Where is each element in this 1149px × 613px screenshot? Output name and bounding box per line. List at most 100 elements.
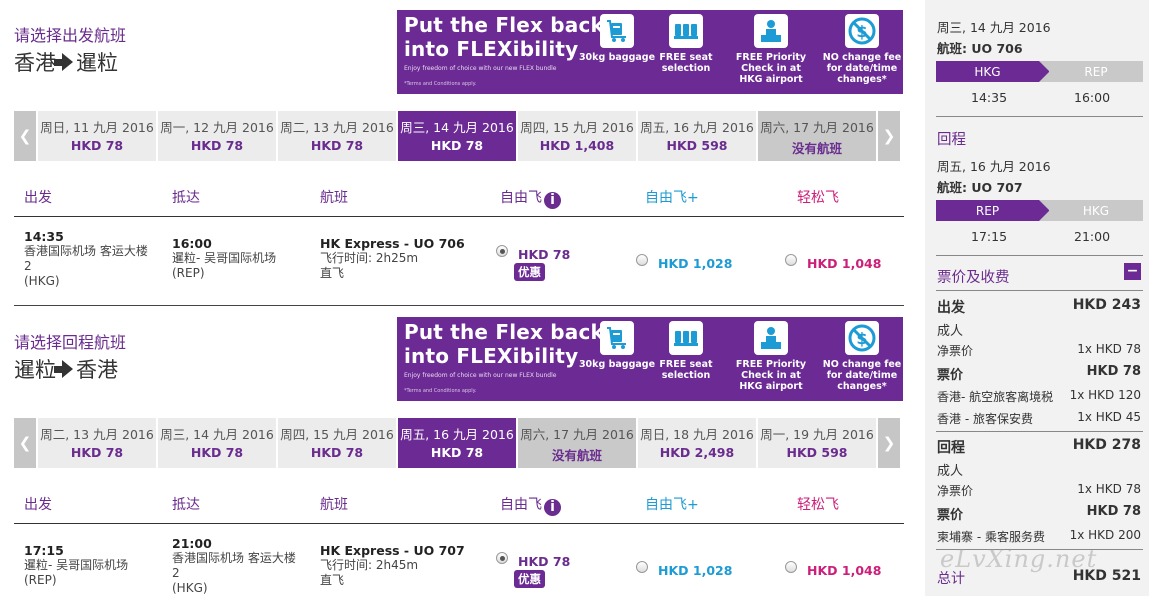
fare-easy-price: HKD 1,048 [807,256,882,271]
date-option[interactable]: 周二, 13 九月 2016 HKD 78 [38,418,156,468]
luggage-cart-icon [600,321,634,355]
date-option[interactable]: 周四, 15 九月 2016 HKD 1,408 [518,111,636,161]
date-option[interactable]: 周四, 15 九月 2016 HKD 78 [278,418,396,468]
date-option[interactable]: 周一, 19 九月 2016 HKD 598 [758,418,876,468]
date-option[interactable]: 周二, 13 九月 2016 HKD 78 [278,111,396,161]
banner-subtitle: Enjoy freedom of choice with our new FLE… [404,372,557,379]
fare-easy-radio[interactable] [785,254,797,266]
col-fare-free-plus: 自由飞+ [645,190,699,206]
divider [936,549,1143,550]
depart-cell: 14:35 香港国际机场 客运大楼 2 (HKG) [24,229,148,288]
date-option[interactable]: 周五, 16 九月 2016 HKD 598 [638,111,756,161]
banner-subtitle: Enjoy freedom of choice with our new FLE… [404,65,557,72]
col-flight: 航班 [320,497,348,513]
fare-free-plus-radio[interactable] [636,561,648,573]
arrow-right-icon [54,360,73,378]
fee-tax: 柬埔寨 - 乘客服务费 1x HKD 200 [937,528,1141,544]
route-from: 暹粒 [14,358,56,382]
date-option-unavailable: 周六, 17 九月 2016 没有航班 [758,111,876,161]
arrive-cell: 21:00 香港国际机场 客运大楼 2 (HKG) [172,536,296,595]
fee-fare: 票价 HKD 78 [937,504,1141,523]
info-icon[interactable]: i [544,499,561,516]
chevron-left-icon[interactable]: ❮ [14,418,36,468]
fee-out-total: 出发 HKD 243 [937,297,1141,316]
fare-free-radio[interactable] [496,552,508,564]
watermark: eLvXing.net [940,545,1098,573]
fee-ret-total: 回程 HKD 278 [937,437,1141,456]
ret-route-bar: REP HKG [936,200,1143,221]
ret-dep-time: 17:15 [971,229,1008,244]
route-arrow-icon [1039,200,1049,221]
feature-baggage: 30kg baggage [578,14,656,63]
flex-banner[interactable]: Put the Flex back into FLEXibility Enjoy… [397,317,903,401]
seats-icon [669,14,703,48]
fee-adult: 成人 [937,324,964,339]
route-from: 香港 [14,51,56,75]
checkin-counter-icon [754,14,788,48]
no-dollar-icon: $ [845,321,879,355]
chevron-right-icon[interactable]: ❯ [878,418,900,468]
ret-date: 周五, 16 九月 2016 [937,159,1051,174]
fare-easy-radio[interactable] [785,561,797,573]
col-arrive: 抵达 [172,497,200,513]
collapse-icon[interactable]: − [1124,263,1141,280]
out-flight: 航班: UO 706 [937,41,1023,56]
out-dep-time: 14:35 [971,90,1008,105]
fare-free-radio[interactable] [496,245,508,257]
info-icon[interactable]: i [544,192,561,209]
out-date: 周三, 14 九月 2016 [937,20,1051,35]
outbound-route: 香港 暹粒 [14,47,118,77]
fare-free-plus-price: HKD 1,028 [658,256,733,271]
feature-no-change-fee: $ NO change fee for date/time changes* [821,321,903,392]
date-option-selected[interactable]: 周五, 16 九月 2016 HKD 78 [398,418,516,468]
outbound-section: 请选择出发航班 香港 暹粒 Put the Flex back into FLE… [0,0,920,306]
promo-badge: 优惠 [514,263,545,281]
fee-fare: 票价 HKD 78 [937,364,1141,383]
promo-badge: 优惠 [514,570,545,588]
date-option[interactable]: 周三, 14 九月 2016 HKD 78 [158,418,276,468]
banner-terms: *Terms and Conditions apply. [404,81,477,87]
inbound-section: 请选择回程航班 暹粒 香港 Put the Flex back into FLE… [0,307,920,596]
col-fare-free: 自由飞 i [500,494,561,516]
fee-net: 净票价 1x HKD 78 [937,342,1141,358]
fare-free-plus-radio[interactable] [636,254,648,266]
col-depart: 出发 [24,497,52,513]
date-option-unavailable: 周六, 17 九月 2016 没有航班 [518,418,636,468]
feature-seat: FREE seat selection [647,14,725,74]
col-fare-easy: 轻松飞 [797,190,839,206]
chevron-left-icon[interactable]: ❮ [14,111,36,161]
date-option-selected[interactable]: 周三, 14 九月 2016 HKD 78 [398,111,516,161]
date-option[interactable]: 周一, 12 九月 2016 HKD 78 [158,111,276,161]
outbound-date-selector: ❮ 周日, 11 九月 2016 HKD 78 周一, 12 九月 2016 HKD… [14,111,904,161]
outbound-table-header: 出发 抵达 航班 自由飞 i 自由飞+ 轻松飞 [14,177,904,217]
date-option[interactable]: 周日, 11 九月 2016 HKD 78 [38,111,156,161]
flight-cell: HK Express - UO 706 飞行时间: 2h25m 直飞 [320,236,465,280]
divider [936,431,1143,432]
inbound-flight-row: 17:15 暹粒- 吴哥国际机场 (REP) 21:00 香港国际机场 客运大楼… [14,525,904,613]
flex-banner[interactable]: Put the Flex back into FLEXibility Enjoy… [397,10,903,94]
fee-net: 净票价 1x HKD 78 [937,482,1141,498]
feature-no-change-fee: $ NO change fee for date/time changes* [821,14,903,85]
ret-arr-time: 21:00 [1074,229,1111,244]
col-depart: 出发 [24,190,52,206]
outbound-flight-row: 14:35 香港国际机场 客运大楼 2 (HKG) 16:00 暹粒- 吴哥国际… [14,218,904,306]
fare-easy-price: HKD 1,048 [807,563,882,578]
route-arrow-icon [1039,61,1049,82]
outbound-prompt: 请选择出发航班 [14,26,127,45]
inbound-table-header: 出发 抵达 航班 自由飞 i 自由飞+ 轻松飞 [14,484,904,524]
banner-terms: *Terms and Conditions apply. [404,388,477,394]
inbound-date-selector: ❮ 周二, 13 九月 2016 HKD 78 周三, 14 九月 2016 HKD… [14,418,904,468]
inbound-prompt: 请选择回程航班 [14,333,127,352]
fee-tax: 香港- 航空旅客离境税 1x HKD 120 [937,388,1141,404]
booking-summary-sidebar: 周三, 14 九月 2016 航班: UO 706 HKG REP 14:35 … [925,0,1149,596]
flight-cell: HK Express - UO 707 飞行时间: 2h45m 直飞 [320,543,465,587]
route-to: HKG [1049,200,1143,221]
route-from: HKG [936,61,1039,82]
chevron-right-icon[interactable]: ❯ [878,111,900,161]
route-to: 暹粒 [76,51,118,75]
col-arrive: 抵达 [172,190,200,206]
date-option[interactable]: 周日, 18 九月 2016 HKD 2,498 [638,418,756,468]
col-fare-free-plus: 自由飞+ [645,497,699,513]
route-to: 香港 [76,358,118,382]
arrow-right-icon [54,53,73,71]
